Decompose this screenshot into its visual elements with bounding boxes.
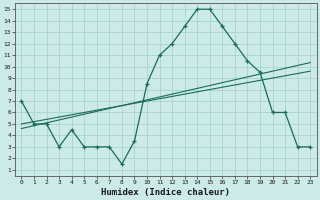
X-axis label: Humidex (Indice chaleur): Humidex (Indice chaleur) bbox=[101, 188, 230, 197]
